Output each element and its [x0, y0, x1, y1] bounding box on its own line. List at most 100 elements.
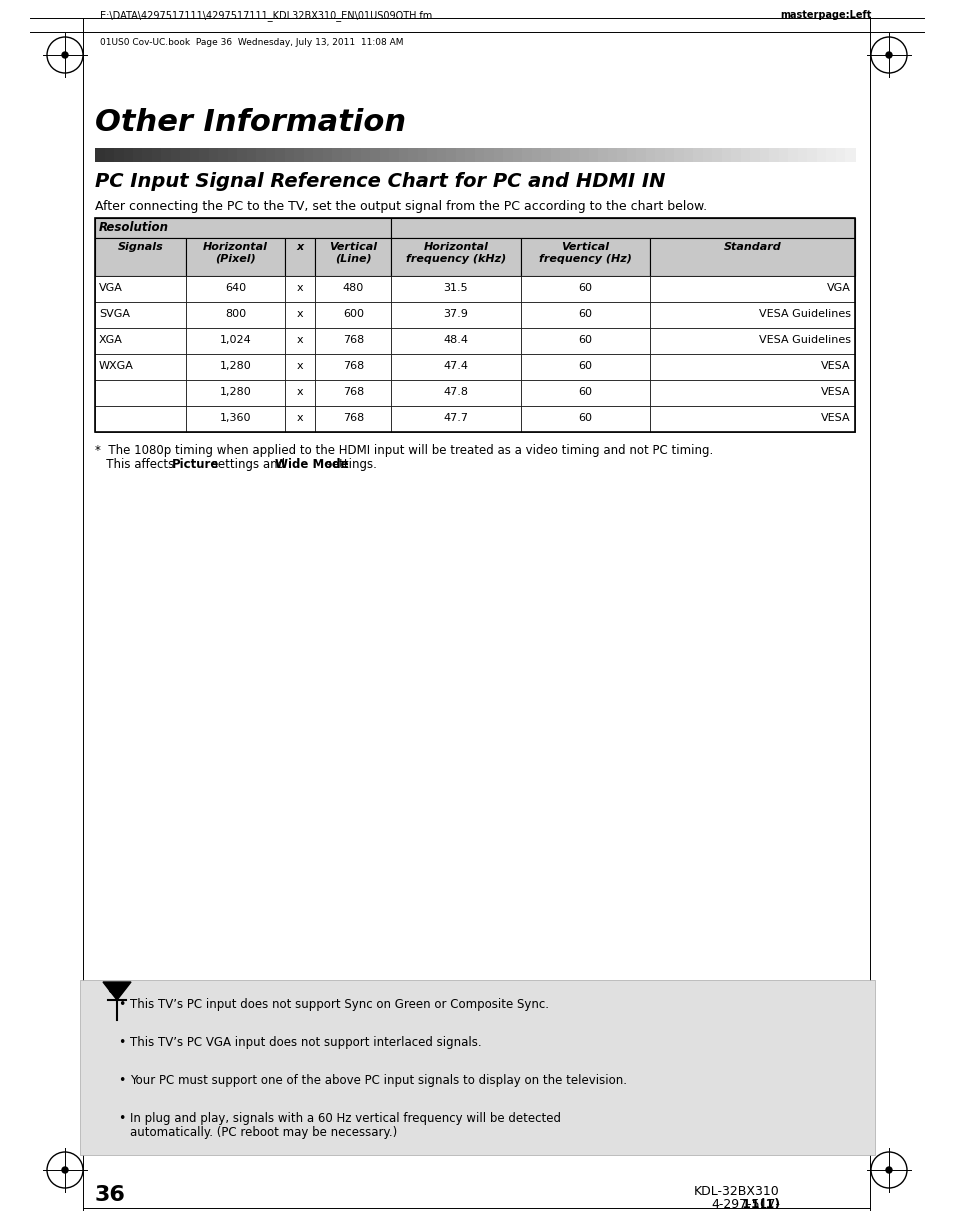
Bar	[788, 147, 799, 162]
Bar	[475, 147, 485, 162]
Bar	[186, 406, 285, 433]
Bar	[649, 380, 854, 406]
Bar	[617, 147, 627, 162]
Text: 48.4: 48.4	[443, 336, 468, 345]
Bar	[161, 147, 172, 162]
Text: Vertical
frequency (Hz): Vertical frequency (Hz)	[538, 242, 631, 263]
Bar	[417, 147, 428, 162]
Bar	[649, 354, 854, 380]
Text: •: •	[118, 1112, 125, 1125]
Text: Wide Mode: Wide Mode	[275, 458, 349, 471]
Bar	[315, 277, 391, 302]
Bar	[180, 147, 191, 162]
Bar	[664, 147, 675, 162]
Bar	[186, 302, 285, 328]
Bar	[285, 302, 315, 328]
Bar	[825, 147, 836, 162]
Bar	[80, 980, 874, 1155]
Bar	[626, 147, 637, 162]
Bar	[465, 147, 476, 162]
Bar	[218, 147, 229, 162]
Bar	[760, 147, 770, 162]
Text: Standard: Standard	[722, 242, 781, 252]
Text: 47.4: 47.4	[443, 361, 468, 371]
Bar	[520, 302, 649, 328]
Text: WXGA: WXGA	[99, 361, 133, 371]
Bar	[649, 406, 854, 433]
Bar	[398, 147, 409, 162]
Bar	[95, 328, 186, 354]
Bar	[693, 147, 703, 162]
Bar	[740, 147, 751, 162]
Bar	[186, 238, 285, 277]
Bar	[522, 147, 533, 162]
Bar	[391, 328, 520, 354]
Bar	[541, 147, 552, 162]
Bar	[408, 147, 418, 162]
Text: E:\DATA\4297517111\4297517111_KDL32BX310_EN\01US09OTH.fm: E:\DATA\4297517111\4297517111_KDL32BX310…	[100, 10, 432, 21]
Text: Your PC must support one of the above PC input signals to display on the televis: Your PC must support one of the above PC…	[130, 1074, 626, 1086]
Bar	[105, 147, 115, 162]
Bar	[551, 147, 561, 162]
Text: masterpage:Left: masterpage:Left	[780, 10, 870, 20]
Bar	[649, 302, 854, 328]
Bar	[285, 238, 315, 277]
Bar	[285, 354, 315, 380]
Text: Horizontal
(Pixel): Horizontal (Pixel)	[203, 242, 268, 263]
Bar	[645, 147, 656, 162]
Bar	[275, 147, 286, 162]
Bar	[266, 147, 276, 162]
Text: x: x	[296, 387, 303, 397]
Bar	[788, 147, 799, 162]
Text: automatically. (PC reboot may be necessary.): automatically. (PC reboot may be necessa…	[130, 1126, 396, 1139]
Bar	[683, 147, 694, 162]
Bar	[333, 147, 343, 162]
Bar	[816, 147, 826, 162]
Bar	[427, 147, 437, 162]
Bar	[142, 147, 152, 162]
Bar	[186, 380, 285, 406]
Circle shape	[885, 52, 891, 58]
Bar	[655, 147, 665, 162]
Bar	[769, 147, 780, 162]
Bar	[465, 147, 476, 162]
Bar	[285, 328, 315, 354]
Bar	[323, 147, 334, 162]
Bar	[655, 147, 665, 162]
Bar	[513, 147, 523, 162]
Bar	[779, 147, 789, 162]
Bar	[315, 380, 391, 406]
Bar	[779, 147, 789, 162]
Bar	[285, 406, 315, 433]
Text: 60: 60	[578, 336, 592, 345]
Text: After connecting the PC to the TV, set the output signal from the PC according t: After connecting the PC to the TV, set t…	[95, 200, 706, 213]
Bar	[484, 147, 495, 162]
Bar	[532, 147, 542, 162]
Bar	[636, 147, 646, 162]
Text: VESA Guidelines: VESA Guidelines	[759, 308, 850, 320]
Bar	[844, 147, 855, 162]
Bar	[649, 328, 854, 354]
Bar	[389, 147, 399, 162]
Bar	[513, 147, 523, 162]
Bar	[186, 354, 285, 380]
Bar	[446, 147, 456, 162]
Bar	[520, 406, 649, 433]
Circle shape	[62, 1168, 68, 1172]
Bar	[674, 147, 684, 162]
Bar	[266, 147, 276, 162]
Bar	[408, 147, 418, 162]
Bar	[132, 147, 143, 162]
Bar	[520, 380, 649, 406]
Bar	[228, 147, 238, 162]
Bar	[315, 328, 391, 354]
Circle shape	[110, 987, 114, 993]
Bar	[95, 147, 106, 162]
Text: settings.: settings.	[322, 458, 376, 471]
Bar	[721, 147, 732, 162]
Bar	[806, 147, 817, 162]
Bar	[702, 147, 713, 162]
Bar	[578, 147, 589, 162]
Bar	[750, 147, 760, 162]
Bar	[285, 380, 315, 406]
